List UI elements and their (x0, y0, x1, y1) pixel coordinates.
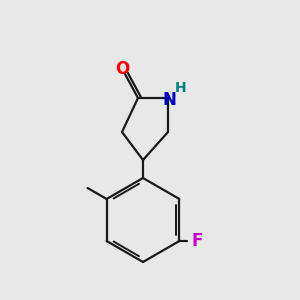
Text: N: N (162, 91, 176, 109)
Text: O: O (115, 60, 129, 78)
Text: H: H (175, 81, 187, 95)
Text: F: F (192, 232, 203, 250)
